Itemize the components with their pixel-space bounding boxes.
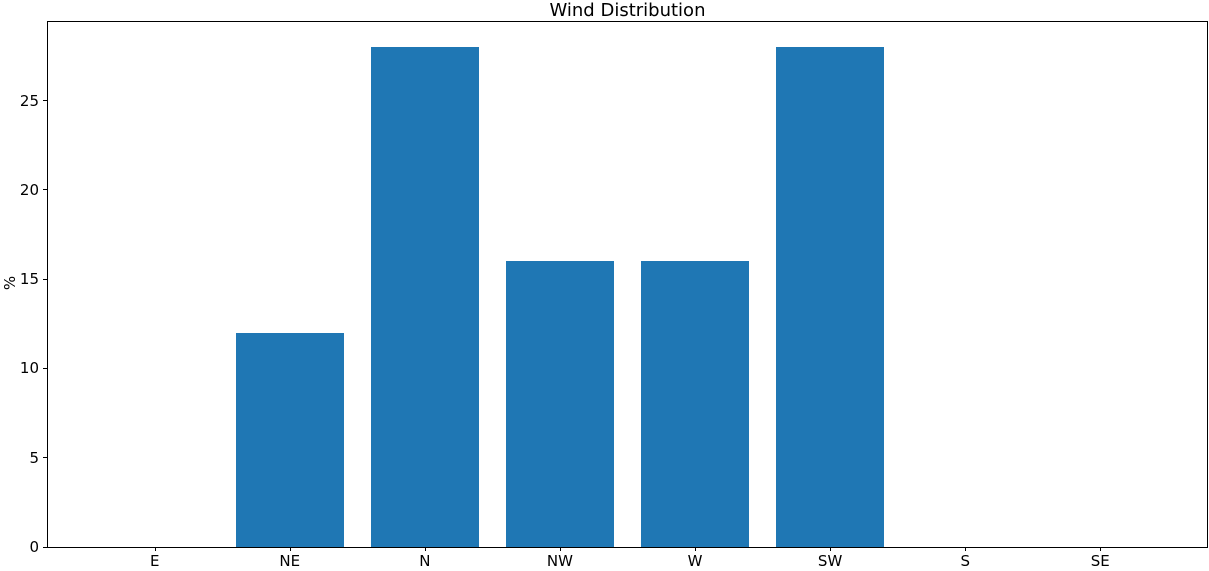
- x-tick-mark-SW: [830, 547, 832, 551]
- y-axis-ticks: 0 5 10 15 20 25: [20, 22, 1207, 556]
- x-tick-mark-NW: [559, 547, 561, 551]
- x-tick-mark-N: [424, 547, 426, 551]
- y-tick-label-20: 20: [19, 180, 39, 199]
- bar-NE: [235, 332, 344, 547]
- bar-N: [370, 47, 479, 547]
- x-tick-mark-E: [154, 547, 156, 551]
- y-tick-label-25: 25: [19, 91, 39, 110]
- y-tick-label-15: 15: [19, 270, 39, 289]
- x-tick-mark-S: [965, 547, 967, 551]
- y-tick-label-5: 5: [29, 448, 39, 467]
- x-tick-label-W: W: [687, 552, 703, 570]
- y-tick-label-10: 10: [19, 359, 39, 378]
- chart-title: Wind Distribution: [549, 0, 706, 21]
- x-tick-mark-W: [695, 547, 697, 551]
- y-tick-mark-25: [43, 100, 47, 102]
- bar-NW: [505, 261, 614, 547]
- y-tick-mark-5: [43, 457, 47, 459]
- x-tick-mark-SE: [1100, 547, 1102, 551]
- plot-area: 0 5 10 15 20 25 E NE N NW W SW S SE: [20, 21, 1208, 570]
- y-tick-label-0: 0: [29, 538, 39, 556]
- bars-layer: [48, 22, 1207, 547]
- x-tick-label-NW: NW: [546, 552, 573, 570]
- x-tick-label-SE: SE: [1090, 552, 1110, 570]
- y-tick-mark-15: [43, 278, 47, 280]
- bar-SW: [776, 47, 885, 547]
- x-tick-label-SW: SW: [817, 552, 843, 570]
- x-axis-ticks: E NE N NW W SW S SE: [48, 22, 1207, 570]
- y-tick-mark-20: [43, 189, 47, 191]
- x-tick-label-N: N: [419, 552, 431, 570]
- x-tick-mark-NE: [289, 547, 291, 551]
- x-tick-label-NE: NE: [279, 552, 301, 570]
- x-tick-label-S: S: [960, 552, 970, 570]
- y-tick-mark-10: [43, 367, 47, 369]
- x-tick-label-E: E: [149, 552, 160, 570]
- bar-W: [641, 261, 750, 547]
- y-tick-mark-0: [43, 546, 47, 548]
